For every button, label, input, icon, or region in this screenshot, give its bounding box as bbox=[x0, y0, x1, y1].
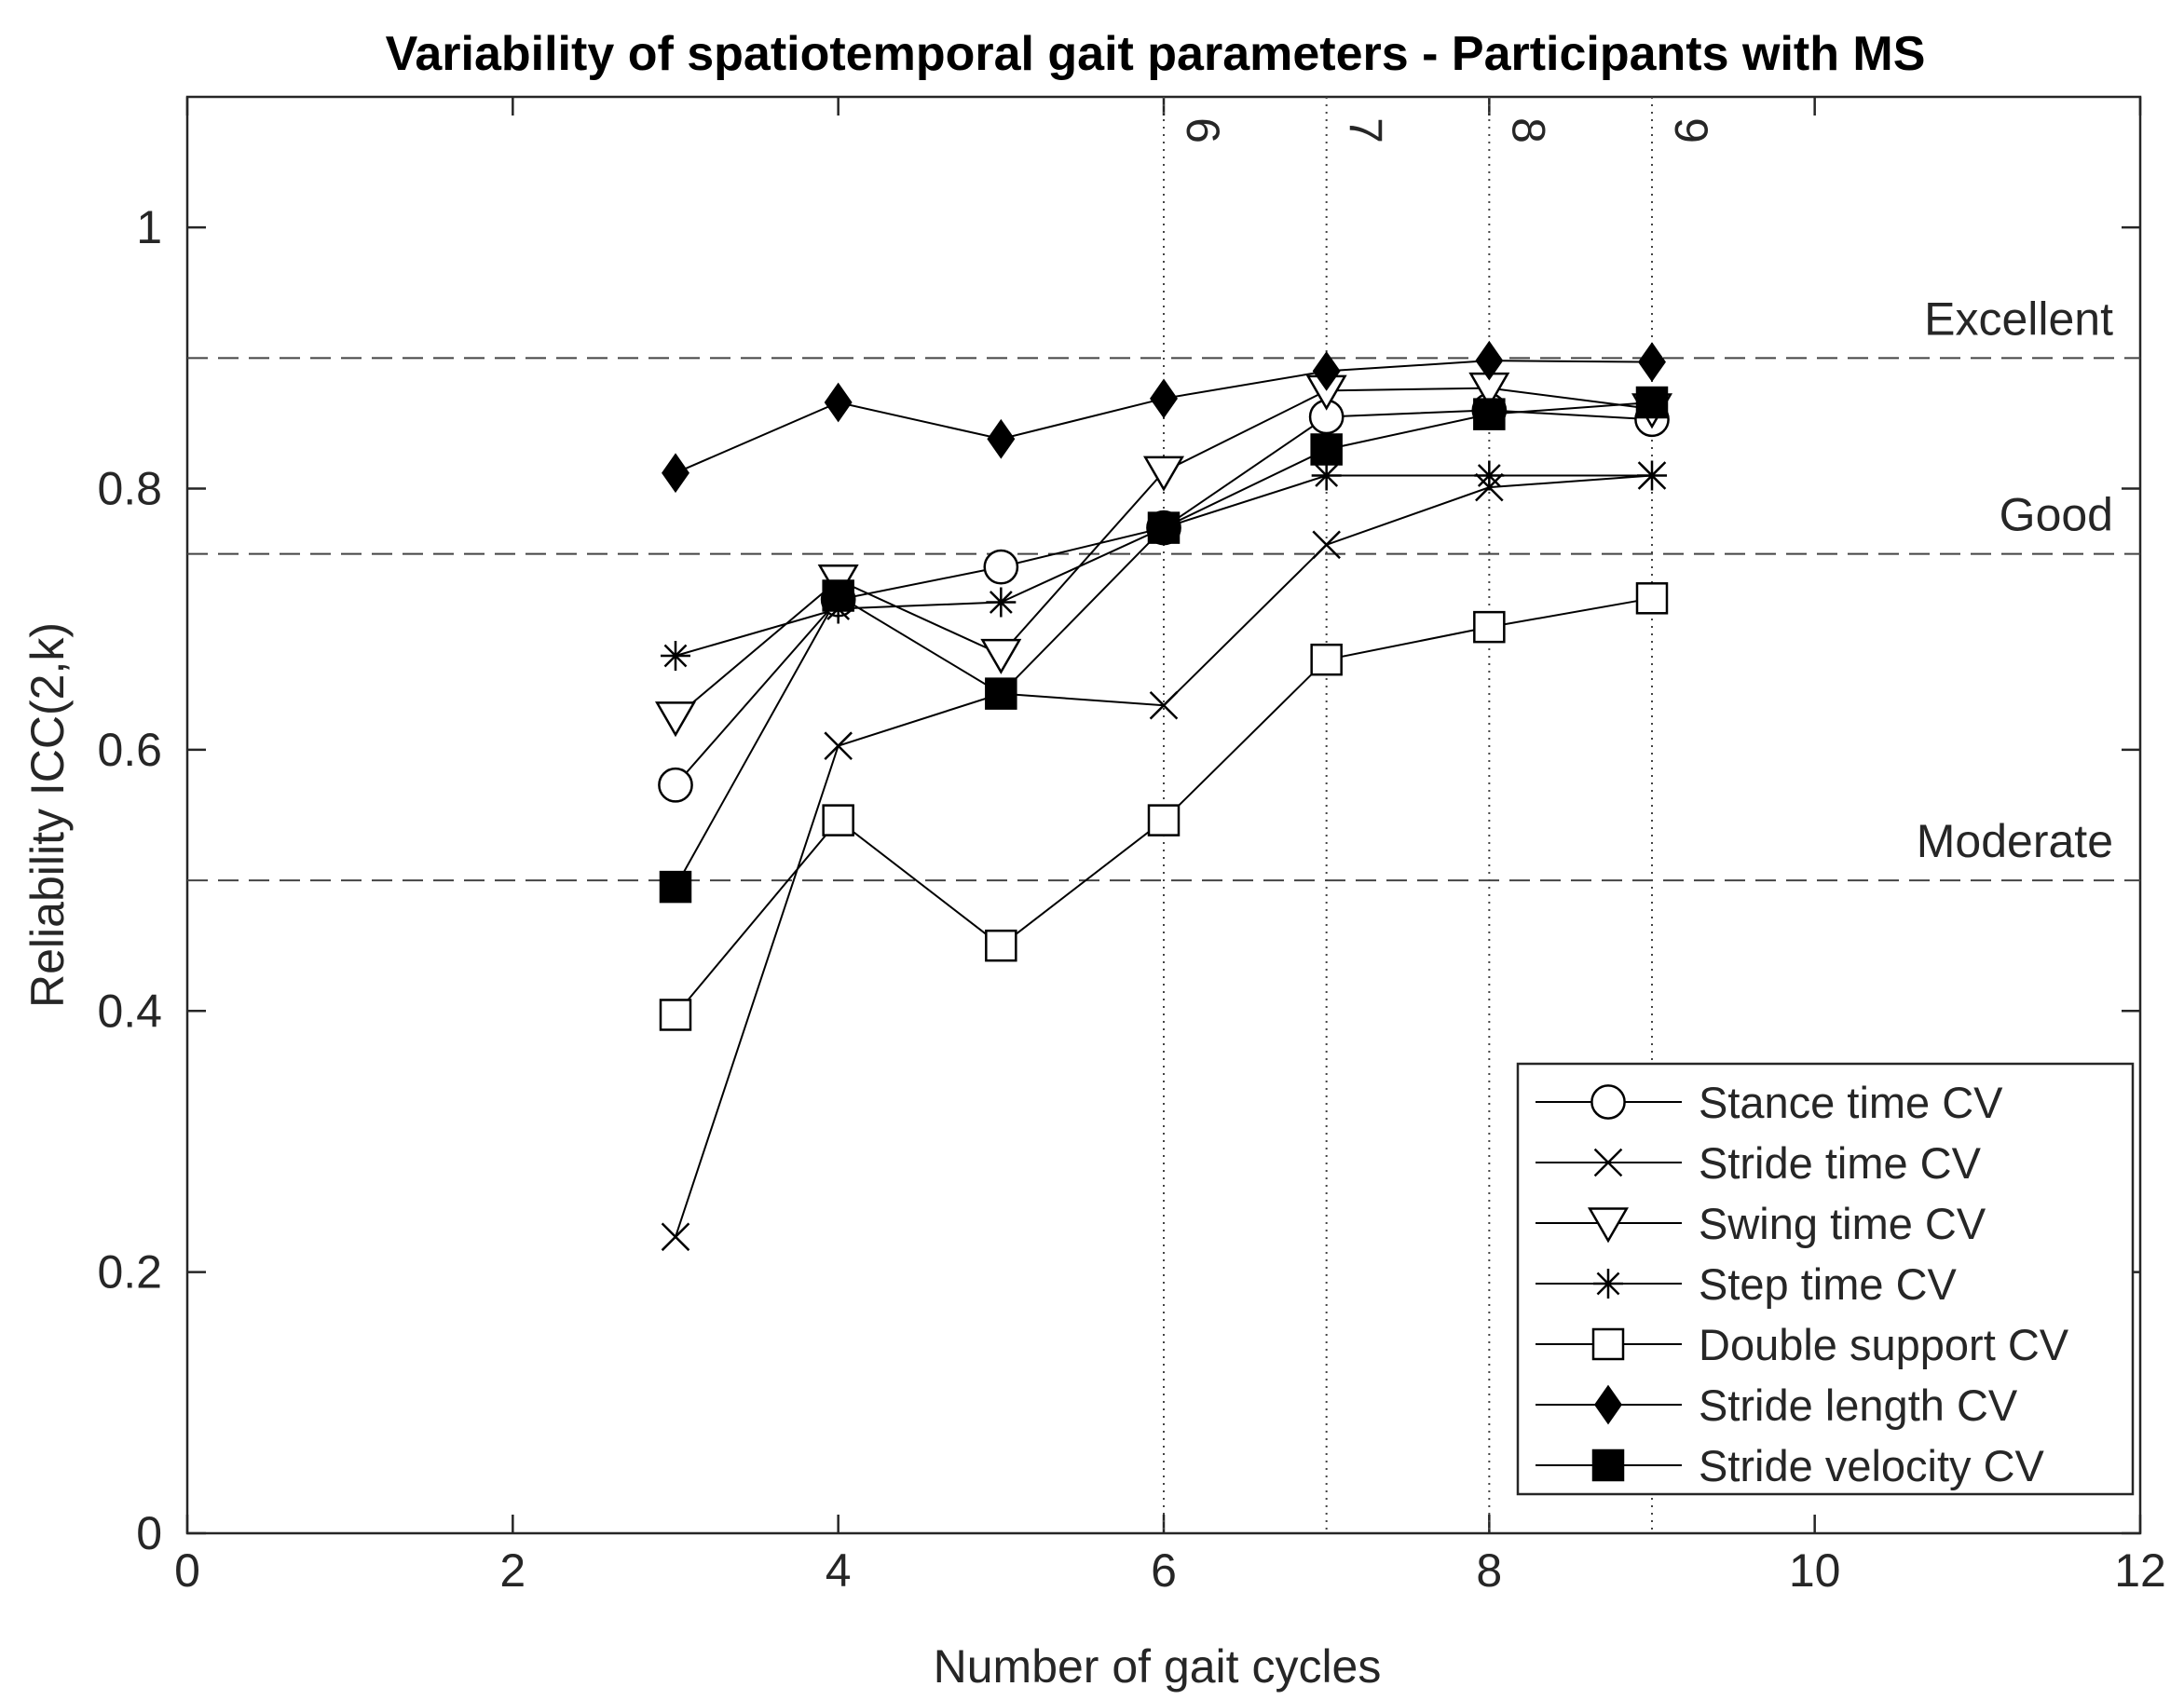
legend-marker bbox=[1590, 1084, 1626, 1120]
data-point bbox=[659, 870, 692, 904]
legend-label: Stride length CV bbox=[1699, 1380, 2018, 1430]
legend-marker bbox=[1593, 1269, 1623, 1299]
data-point bbox=[1147, 511, 1181, 544]
legend-marker bbox=[1587, 1207, 1630, 1244]
y-tick-label: 0.6 bbox=[97, 724, 162, 776]
x-tick-label: 0 bbox=[174, 1544, 200, 1597]
data-point bbox=[654, 701, 697, 738]
reference-line-label: Good bbox=[2000, 489, 2113, 541]
data-point bbox=[1473, 610, 1506, 644]
legend-label: Step time CV bbox=[1699, 1259, 1958, 1309]
y-axis-label: Reliability ICC(2,k) bbox=[21, 622, 74, 1008]
data-point bbox=[822, 804, 854, 836]
data-point bbox=[1149, 690, 1179, 720]
data-point bbox=[1150, 378, 1178, 419]
data-point bbox=[1635, 386, 1669, 419]
data-point bbox=[985, 929, 1017, 962]
reference-line-label: Moderate bbox=[1917, 815, 2113, 867]
data-point bbox=[1312, 351, 1341, 391]
legend-marker bbox=[1594, 1384, 1622, 1425]
data-point bbox=[662, 453, 689, 494]
data-point bbox=[1635, 582, 1669, 615]
legend-marker bbox=[1593, 1148, 1623, 1177]
data-point bbox=[1142, 456, 1185, 492]
x-tick-label: 8 bbox=[1476, 1544, 1502, 1597]
x-tick-label: 10 bbox=[1789, 1544, 1841, 1597]
y-tick-label: 0.8 bbox=[97, 463, 162, 515]
data-point bbox=[1311, 460, 1342, 491]
data-point bbox=[1637, 460, 1667, 491]
vertical-marker-label: 7 bbox=[1340, 117, 1392, 143]
legend-box bbox=[1516, 1062, 2135, 1496]
legend-marker bbox=[1591, 1327, 1625, 1361]
data-point bbox=[822, 579, 854, 612]
reference-line-label: Excellent bbox=[1924, 292, 2113, 345]
x-tick-label: 2 bbox=[499, 1544, 526, 1597]
legend-label: Stance time CV bbox=[1699, 1078, 2003, 1127]
data-point bbox=[985, 677, 1017, 710]
legend-label: Swing time CV bbox=[1699, 1199, 1986, 1248]
y-tick-label: 1 bbox=[136, 201, 162, 253]
y-tick-label: 0 bbox=[136, 1507, 162, 1559]
legend-marker bbox=[1591, 1448, 1625, 1482]
data-point bbox=[980, 638, 1022, 674]
data-point bbox=[1638, 342, 1666, 382]
data-point bbox=[1473, 398, 1506, 430]
y-tick-label: 0.4 bbox=[97, 985, 162, 1037]
legend-label: Double support CV bbox=[1699, 1320, 2069, 1369]
vertical-marker-label: 9 bbox=[1665, 117, 1717, 143]
legend: Stance time CV Stride time CV Swing time C… bbox=[1516, 1062, 2135, 1496]
data-point bbox=[658, 767, 693, 803]
x-tick-label: 6 bbox=[1151, 1544, 1177, 1597]
chart-title: Variability of spatiotemporal gait param… bbox=[386, 27, 1926, 81]
data-point bbox=[1474, 460, 1505, 491]
data-point bbox=[983, 549, 1019, 585]
data-point bbox=[1475, 340, 1504, 381]
legend-label: Stride time CV bbox=[1699, 1138, 1982, 1188]
data-point bbox=[659, 999, 692, 1031]
data-point bbox=[1310, 433, 1343, 466]
x-tick-label: 4 bbox=[826, 1544, 852, 1597]
vertical-marker-label: 6 bbox=[1177, 117, 1229, 143]
x-tick-label: 12 bbox=[2114, 1544, 2166, 1597]
data-point bbox=[1312, 530, 1341, 560]
data-point bbox=[986, 587, 1017, 618]
data-point bbox=[1310, 643, 1343, 676]
vertical-marker-label: 8 bbox=[1502, 117, 1554, 143]
data-point bbox=[824, 731, 853, 760]
data-point bbox=[987, 418, 1016, 459]
y-tick-label: 0.2 bbox=[97, 1246, 162, 1299]
data-point bbox=[661, 1222, 690, 1252]
plot-area: 0 2 4 6 8 10 12 0 0.2 0.4 0.6 0.8 1 Excellent Good Mode… bbox=[97, 95, 2166, 1597]
legend-label: Stride velocity CV bbox=[1699, 1441, 2045, 1490]
data-point bbox=[661, 640, 690, 671]
x-axis-label: Number of gait cycles bbox=[934, 1640, 1382, 1693]
data-point bbox=[824, 382, 853, 423]
data-point bbox=[1147, 804, 1181, 836]
